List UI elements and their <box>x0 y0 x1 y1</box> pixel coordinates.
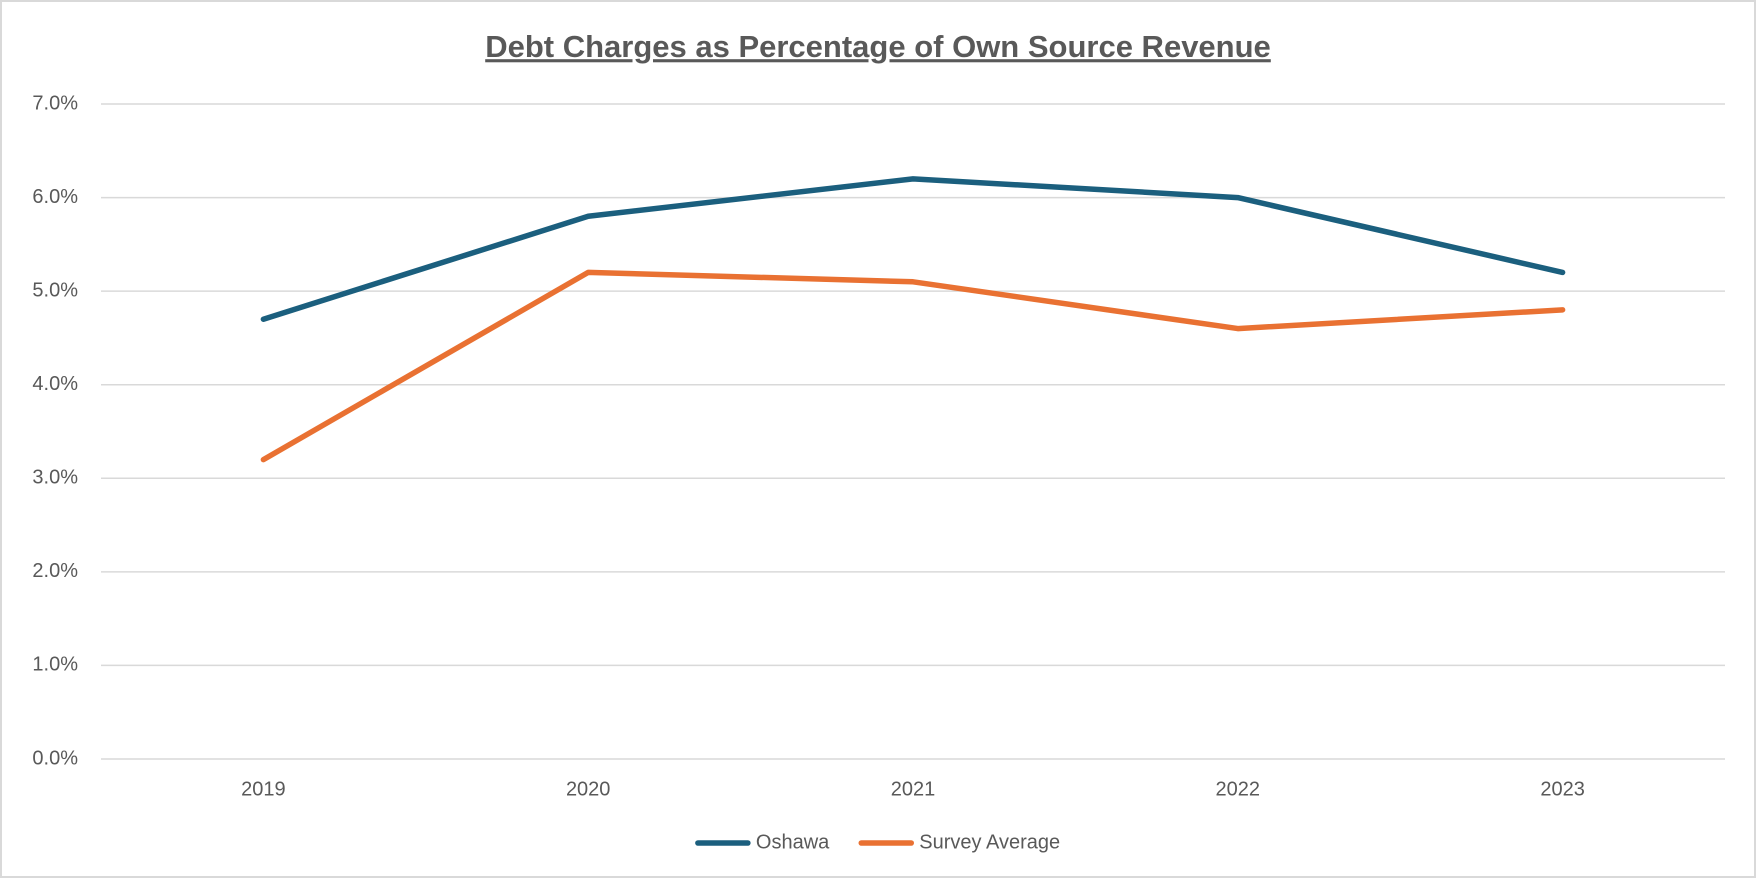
x-tick-label: 2019 <box>241 778 286 800</box>
y-tick-label: 6.0% <box>32 186 78 208</box>
x-tick-label: 2020 <box>566 778 611 800</box>
x-tick-label: 2022 <box>1216 778 1261 800</box>
y-tick-label: 7.0% <box>32 92 78 114</box>
y-tick-label: 2.0% <box>32 560 78 582</box>
y-tick-label: 3.0% <box>32 467 78 489</box>
x-tick-label: 2021 <box>891 778 936 800</box>
y-tick-label: 0.0% <box>32 747 78 769</box>
y-tick-label: 5.0% <box>32 279 78 301</box>
legend-label: Oshawa <box>756 831 830 853</box>
line-series <box>260 176 1566 322</box>
y-tick-label: 1.0% <box>32 654 78 676</box>
line-series <box>260 269 1566 463</box>
chart-title: Debt Charges as Percentage of Own Source… <box>485 29 1271 64</box>
y-tick-label: 4.0% <box>32 373 78 395</box>
legend-label: Survey Average <box>919 831 1060 853</box>
x-tick-label: 2023 <box>1540 778 1585 800</box>
